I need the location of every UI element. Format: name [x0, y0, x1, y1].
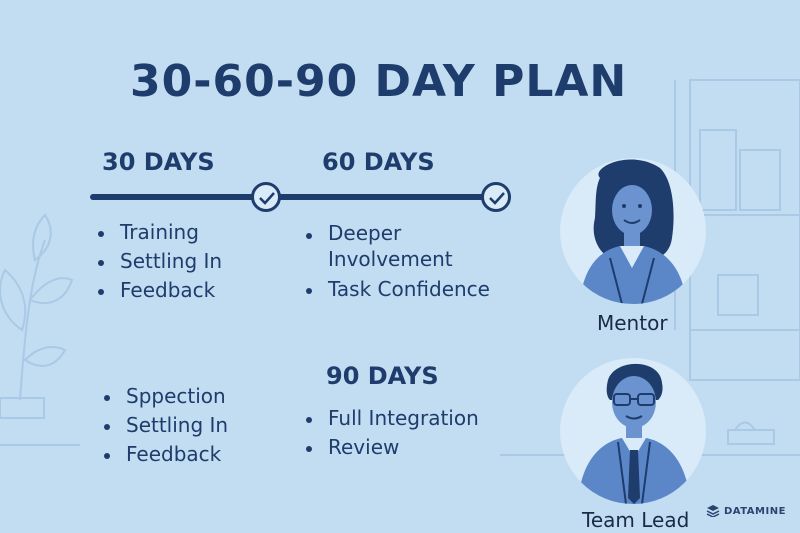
mentor-label: Mentor	[597, 311, 668, 335]
heading-90-days: 90 DAYS	[326, 362, 439, 390]
list-90-days: Full Integration Review	[306, 404, 479, 462]
list-extra: Sppection Settling In Feedback	[104, 382, 228, 469]
brand-mark: DATAMINE	[706, 505, 786, 517]
woman-portrait-icon	[560, 158, 706, 304]
list-item: Deeper Involvement	[306, 220, 488, 272]
heading-30-days: 30 DAYS	[102, 148, 215, 176]
list-item: Training	[98, 218, 222, 247]
heading-60-days: 60 DAYS	[322, 148, 435, 176]
timeline-line	[90, 194, 500, 200]
list-item: Settling In	[104, 411, 228, 440]
list-item: Full Integration	[306, 404, 479, 433]
list-item: Settling In	[98, 247, 222, 276]
list-30-days: Training Settling In Feedback	[98, 218, 222, 305]
brand-name: DATAMINE	[724, 505, 786, 517]
checkmark-30-icon	[251, 182, 281, 212]
list-item: Feedback	[98, 276, 222, 305]
list-item: Task Confidence	[306, 275, 490, 304]
list-item: Review	[306, 433, 479, 462]
datamine-logo-icon	[706, 505, 720, 517]
list-item: Feedback	[104, 440, 228, 469]
team-lead-label: Team Lead	[582, 508, 690, 532]
checkmark-60-icon	[481, 182, 511, 212]
list-item: Sppection	[104, 382, 228, 411]
list-60-days: Deeper Involvement Task Confidence	[306, 220, 490, 304]
page-title: 30-60-90 DAY PLAN	[130, 56, 628, 107]
man-portrait-icon	[560, 358, 706, 504]
